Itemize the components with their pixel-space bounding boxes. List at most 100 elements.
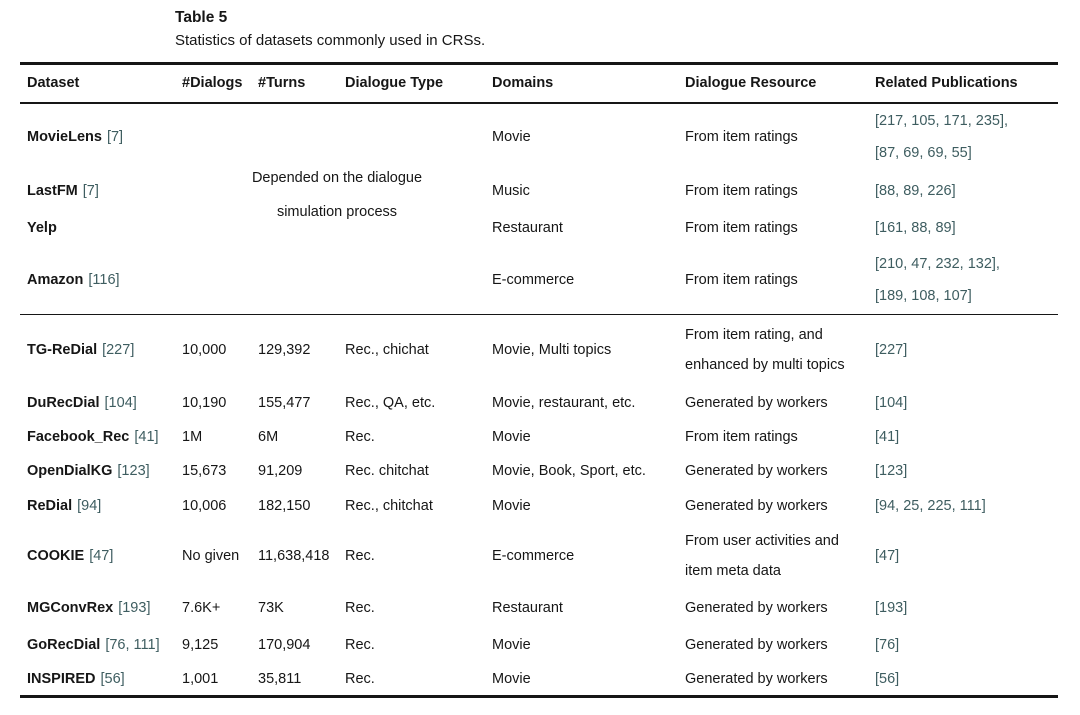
citation-link[interactable]: [94] <box>77 497 102 514</box>
cell-resource: Generated by workers <box>685 600 828 616</box>
citation-link[interactable]: [123] <box>117 463 150 479</box>
cell-domains: Movie, Multi topics <box>492 342 612 358</box>
col-header-domains: Domains <box>492 75 554 92</box>
dataset-name: GoRecDial <box>27 636 101 653</box>
section-divider-rule <box>20 314 1058 315</box>
cell-domains: Movie, Book, Sport, etc. <box>492 463 646 479</box>
cell-dataset: LastFM [7] <box>20 170 182 211</box>
citation-link[interactable]: [123] <box>875 463 908 479</box>
cell-dialogs: 9,125 <box>182 636 219 653</box>
citation-link[interactable]: [193] <box>118 600 151 616</box>
citation-link[interactable]: [104] <box>104 394 137 411</box>
citation-link[interactable]: [94, 25, 225, 111] <box>875 497 986 514</box>
cell-publications: [88, 89, 226] <box>875 170 1058 211</box>
table-row: TG-ReDial [227] 10,000 129,392 Rec., chi… <box>20 315 1058 385</box>
cell-turns: 170,904 <box>258 636 311 653</box>
citation-link[interactable]: [56] <box>100 670 125 687</box>
cell-dialogue-type: Rec., chitchat <box>345 497 433 514</box>
cell-turns: 155,477 <box>258 394 311 411</box>
cell-resource: Generated by workers <box>685 636 828 653</box>
cell-resource: Generated by workers <box>685 497 828 514</box>
dataset-name: MGConvRex <box>27 600 114 616</box>
cell-resource: Generated by workers <box>685 463 828 479</box>
cell-publications: [56] <box>875 662 1058 695</box>
citation-link[interactable]: [210, 47, 232, 132], <box>875 255 1000 272</box>
cell-dialogue-type: Rec. <box>345 600 375 616</box>
cell-dataset: MovieLens [7] <box>20 104 182 170</box>
citation-link[interactable]: [76] <box>875 636 900 653</box>
citation-link[interactable]: [88, 89, 226] <box>875 182 956 199</box>
cell-publications: [47] <box>875 523 1058 589</box>
cell-publications: [76] <box>875 627 1058 662</box>
cell-turns: 91,209 <box>258 463 303 479</box>
citation-link[interactable]: [41] <box>134 429 159 445</box>
cell-domains: Restaurant <box>492 600 563 616</box>
cell-publications: [227] <box>875 315 1058 385</box>
table-row: DuRecDial [104] 10,190 155,477 Rec., QA,… <box>20 385 1058 420</box>
cell-domains: Movie <box>492 497 531 514</box>
cell-resource: From item ratings <box>685 429 798 445</box>
cell-dialogs: 1,001 <box>182 670 219 687</box>
cell-resource: From item ratings <box>685 220 798 236</box>
shared-note-cell: Depended on the dialogue simulation proc… <box>182 104 492 314</box>
citation-link[interactable]: [116] <box>88 271 120 288</box>
cell-domains: E-commerce <box>492 271 575 288</box>
citation-link[interactable]: [227] <box>102 342 135 358</box>
cell-turns: 35,811 <box>258 670 302 687</box>
cell-dataset: OpenDialKG [123] <box>20 454 182 488</box>
cell-publications: [217, 105, 171, 235], [87, 69, 69, 55] <box>875 104 1058 170</box>
dataset-name: Facebook_Rec <box>27 429 130 445</box>
table-row: ReDial [94] 10,006 182,150 Rec., chitcha… <box>20 488 1058 523</box>
cell-dialogue-type: Rec. <box>345 670 375 687</box>
dataset-name: ReDial <box>27 497 73 514</box>
citation-link[interactable]: [47] <box>89 548 114 564</box>
citation-link[interactable]: [227] <box>875 342 908 358</box>
cell-dialogs: 15,673 <box>182 463 227 479</box>
cell-publications: [104] <box>875 385 1058 420</box>
shared-note-line2: simulation process <box>276 204 398 220</box>
cell-dataset: GoRecDial [76, 111] <box>20 627 182 662</box>
col-header-turns: #Turns <box>258 75 306 92</box>
citation-link[interactable]: [47] <box>875 548 900 564</box>
citation-link[interactable]: [104] <box>875 394 908 411</box>
cell-dialogue-type: Rec., chichat <box>345 342 429 358</box>
cell-publications: [161, 88, 89] <box>875 211 1058 245</box>
citation-link[interactable]: [56] <box>875 670 900 687</box>
citation-link[interactable]: [7] <box>106 129 124 145</box>
cell-publications: [94, 25, 225, 111] <box>875 488 1058 523</box>
shared-note-line1: Depended on the dialogue <box>251 170 423 186</box>
resource-line2: enhanced by multi topics <box>685 357 845 373</box>
cell-dataset: COOKIE [47] <box>20 523 182 589</box>
resource-line1: From user activities and <box>685 533 839 549</box>
cell-dialogs: 10,006 <box>182 497 227 514</box>
citation-link[interactable]: [189, 108, 107] <box>875 287 972 304</box>
table-header-row: Dataset #Dialogs #Turns Dialogue Type Do… <box>20 65 1058 103</box>
table-group-corpora: TG-ReDial [227] 10,000 129,392 Rec., chi… <box>20 315 1058 695</box>
citation-link[interactable]: [161, 88, 89] <box>875 220 956 236</box>
citation-link[interactable]: [41] <box>875 429 900 445</box>
cell-turns: 6M <box>258 429 279 445</box>
cell-resource: Generated by workers <box>685 670 828 687</box>
cell-dialogs: 1M <box>182 429 203 445</box>
dataset-name: MovieLens <box>27 129 102 145</box>
dataset-name: TG-ReDial <box>27 342 98 358</box>
cell-dialogue-type: Rec., QA, etc. <box>345 394 436 411</box>
cell-turns: 129,392 <box>258 342 311 358</box>
citation-link[interactable]: [87, 69, 69, 55] <box>875 145 972 161</box>
cell-resource: From user activities and item meta data <box>685 523 875 589</box>
table-group-simulated: Depended on the dialogue simulation proc… <box>20 104 1058 314</box>
cell-domains: Movie <box>492 636 531 653</box>
table-row: OpenDialKG [123] 15,673 91,209 Rec. chit… <box>20 454 1058 488</box>
statistics-table: Dataset #Dialogs #Turns Dialogue Type Do… <box>20 62 1058 698</box>
citation-link[interactable]: [7] <box>82 182 99 199</box>
dataset-name: DuRecDial <box>27 394 100 411</box>
resource-line1: From item rating, and <box>685 327 823 343</box>
cell-resource: From item ratings <box>685 271 798 288</box>
citation-link[interactable]: [76, 111] <box>105 636 160 653</box>
table-caption-block: Table 5 Statistics of datasets commonly … <box>175 7 485 52</box>
cell-dialogue-type: Rec. <box>345 548 375 564</box>
citation-link[interactable]: [193] <box>875 600 908 616</box>
citation-link[interactable]: [217, 105, 171, 235], <box>875 113 1009 129</box>
cell-resource: From item ratings <box>685 182 798 199</box>
